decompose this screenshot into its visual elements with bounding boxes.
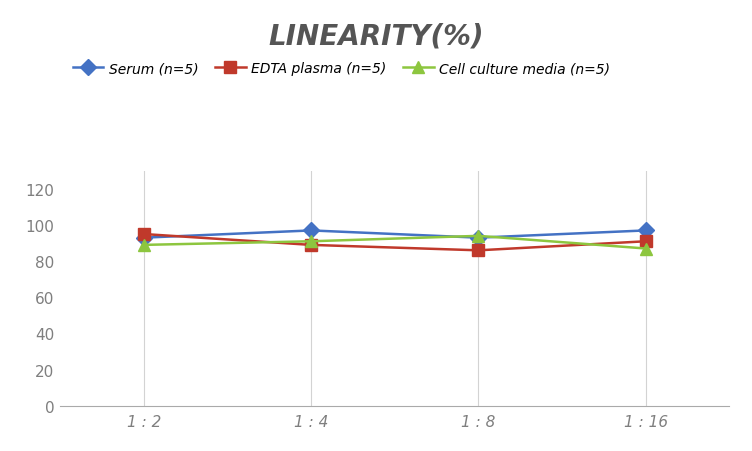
Serum (n=5) [139,235,148,241]
Cell culture media (n=5) [307,239,316,244]
Cell culture media (n=5) [641,246,650,252]
Cell culture media (n=5) [139,243,148,248]
Line: EDTA plasma (n=5): EDTA plasma (n=5) [138,229,651,256]
EDTA plasma (n=5) [641,239,650,244]
Serum (n=5) [474,235,483,241]
Legend: Serum (n=5), EDTA plasma (n=5), Cell culture media (n=5): Serum (n=5), EDTA plasma (n=5), Cell cul… [67,56,616,82]
Serum (n=5) [641,228,650,234]
EDTA plasma (n=5) [139,232,148,237]
EDTA plasma (n=5) [307,243,316,248]
Line: Serum (n=5): Serum (n=5) [138,226,651,244]
Text: LINEARITY(%): LINEARITY(%) [268,23,484,51]
Line: Cell culture media (n=5): Cell culture media (n=5) [138,230,652,255]
Cell culture media (n=5) [474,234,483,239]
EDTA plasma (n=5) [474,248,483,253]
Serum (n=5) [307,228,316,234]
